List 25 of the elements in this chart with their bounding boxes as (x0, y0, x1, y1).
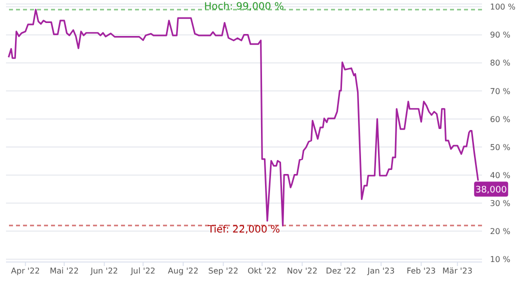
x-tick-label: Nov '22 (286, 266, 318, 276)
ref-line-label: Hoch: 99,000 % (204, 2, 284, 13)
y-tick-label: 10 % (490, 255, 511, 264)
y-tick-label: 50 % (490, 142, 511, 152)
x-tick-label: Mär '23 (442, 266, 472, 276)
x-tick-label: Jul '22 (130, 266, 156, 276)
y-tick-label: 20 % (490, 226, 511, 236)
x-tick-label: Aug '22 (168, 266, 198, 276)
y-tick-label: 40 % (490, 170, 511, 180)
y-tick-label: 60 % (490, 114, 511, 124)
x-tick-label: Jan '23 (366, 266, 395, 276)
y-tick-label: 70 % (490, 86, 511, 96)
x-tick-label: Feb '23 (406, 266, 436, 276)
x-tick-label: Apr '22 (11, 266, 40, 276)
annotation: 38,000 (475, 186, 508, 196)
y-tick-label: 90 % (490, 30, 511, 40)
y-tick-label: 30 % (490, 198, 511, 208)
x-tick-label: Mai '22 (50, 266, 79, 276)
x-tick-label: Okt '22 (248, 266, 277, 276)
x-tick-label: Sep '22 (208, 266, 238, 276)
y-tick-label: 80 % (490, 58, 511, 68)
x-tick-label: Dez '22 (326, 266, 356, 276)
ref-line-label: Tief: 22,000 % (206, 224, 280, 236)
y-tick-label: 100 % (490, 2, 516, 12)
x-tick-label: Jun '22 (90, 266, 118, 276)
